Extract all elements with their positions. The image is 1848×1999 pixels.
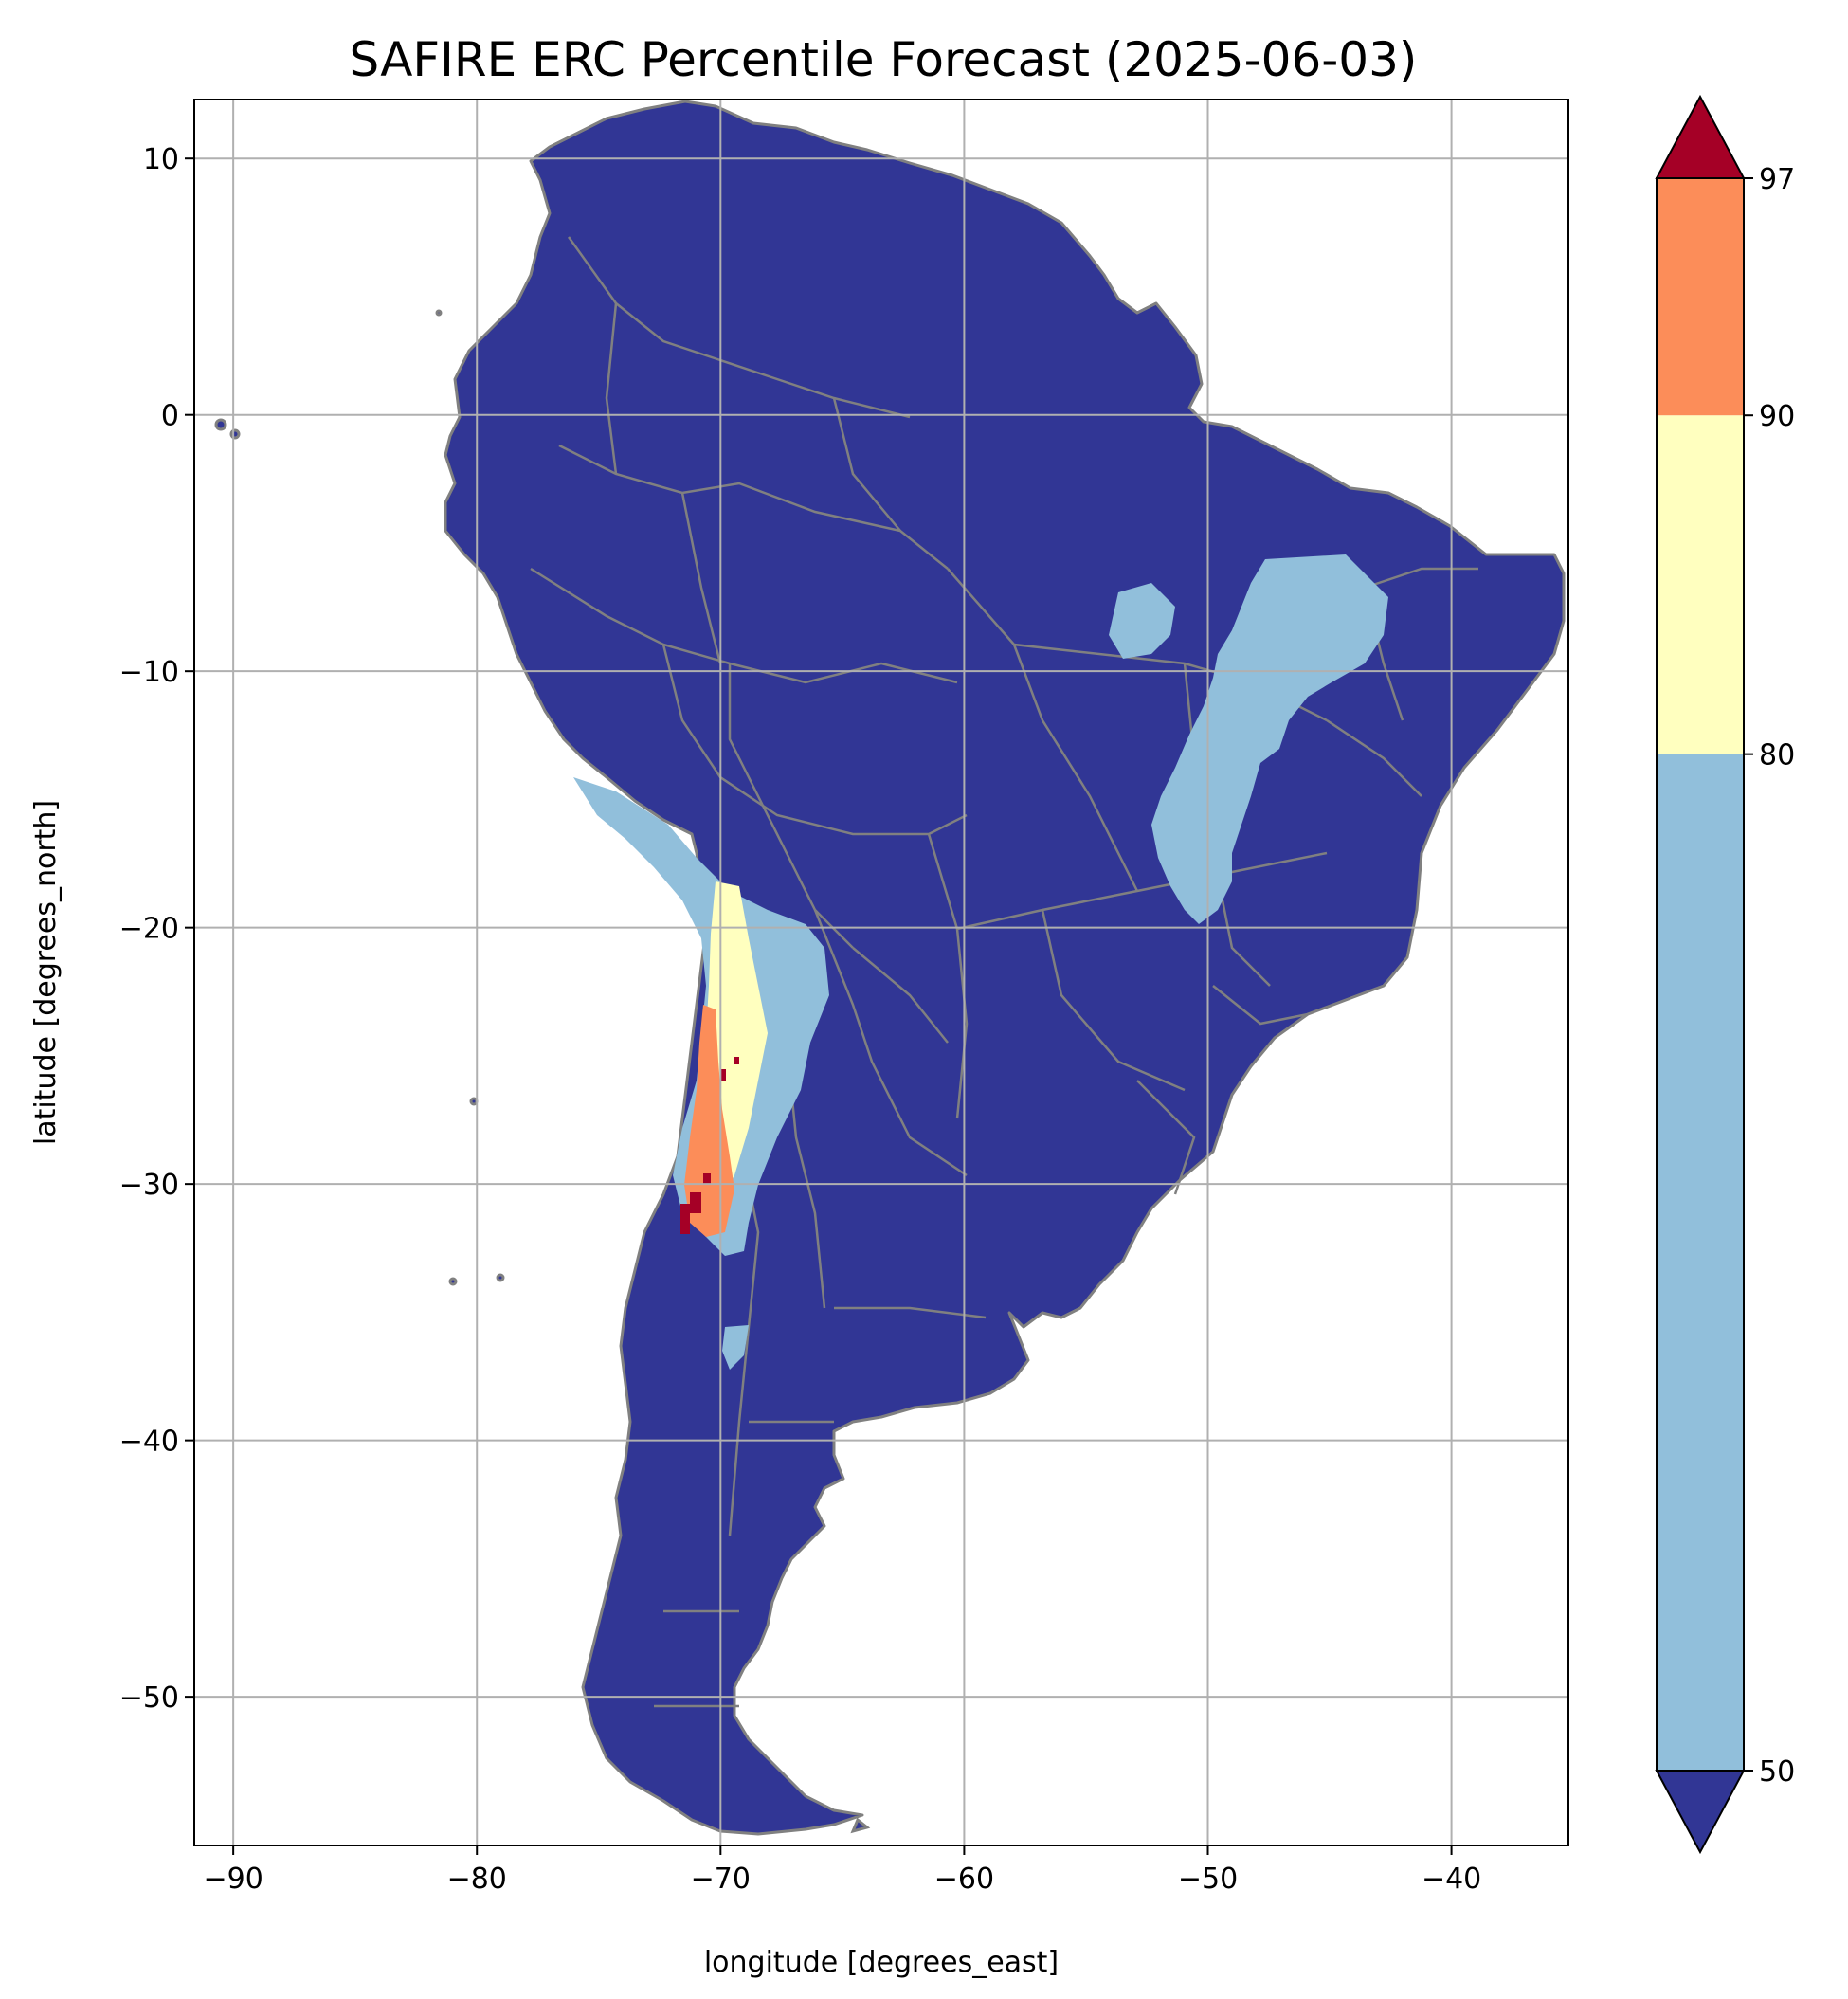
y-tick-label: −30: [119, 1169, 179, 1202]
erc-regions: [573, 554, 1388, 1370]
x-tick-label: −80: [447, 1863, 507, 1896]
y-axis-label: latitude [degrees_north]: [29, 800, 63, 1145]
plot-frame: [193, 99, 1569, 1846]
colorbar-tick-label: 90: [1759, 400, 1795, 433]
y-tick-label: 0: [161, 400, 179, 433]
x-tick-label: −60: [934, 1863, 994, 1896]
region-eastern-brazil-50-80: [1151, 554, 1388, 924]
y-axis: 10 0 −10 −20 −30 −40 −50: [119, 143, 194, 1715]
gridlines: [194, 100, 1568, 1845]
colorbar-tick-label: 80: [1759, 739, 1795, 772]
colorbar: 50 80 90 97: [1655, 94, 1795, 1855]
colorbar-extend-bottom: [1655, 1770, 1746, 1855]
region-central-chile-90-97: [684, 1005, 734, 1237]
south-america-landmass: [444, 100, 1566, 1836]
x-tick-label: −90: [203, 1863, 263, 1896]
y-tick-label: −20: [119, 913, 179, 946]
colorbar-frame: [1656, 177, 1745, 1772]
colorbar-segment: [1657, 754, 1744, 1771]
colorbar-tick-label: 50: [1759, 1755, 1795, 1789]
colorbar-extend-top: [1655, 94, 1746, 179]
x-axis-label: longitude [degrees_east]: [704, 1946, 1059, 1979]
map-title: SAFIRE ERC Percentile Forecast (2025-06-…: [350, 32, 1418, 87]
colorbar-segment: [1657, 415, 1744, 754]
y-tick-label: −50: [119, 1681, 179, 1715]
colorbar-tick-label: 97: [1759, 163, 1795, 196]
y-tick-label: 10: [143, 143, 179, 176]
region-andes-50-80: [573, 777, 829, 1256]
y-tick-label: −10: [119, 656, 179, 689]
map-plot-area: [193, 99, 1569, 1846]
y-tick-label: −40: [119, 1426, 179, 1459]
region-eastern-brazil-west-50-80: [1109, 583, 1175, 659]
region-patagonia-spot-50-80: [722, 1325, 749, 1370]
x-tick-label: −40: [1422, 1863, 1481, 1896]
x-axis: −90 −80 −70 −60 −50 −40: [203, 1845, 1481, 1896]
colorbar-segment: [1657, 178, 1744, 416]
x-tick-label: −50: [1178, 1863, 1238, 1896]
region-central-chile-above-97: [680, 1057, 739, 1234]
x-tick-label: −70: [691, 1863, 751, 1896]
